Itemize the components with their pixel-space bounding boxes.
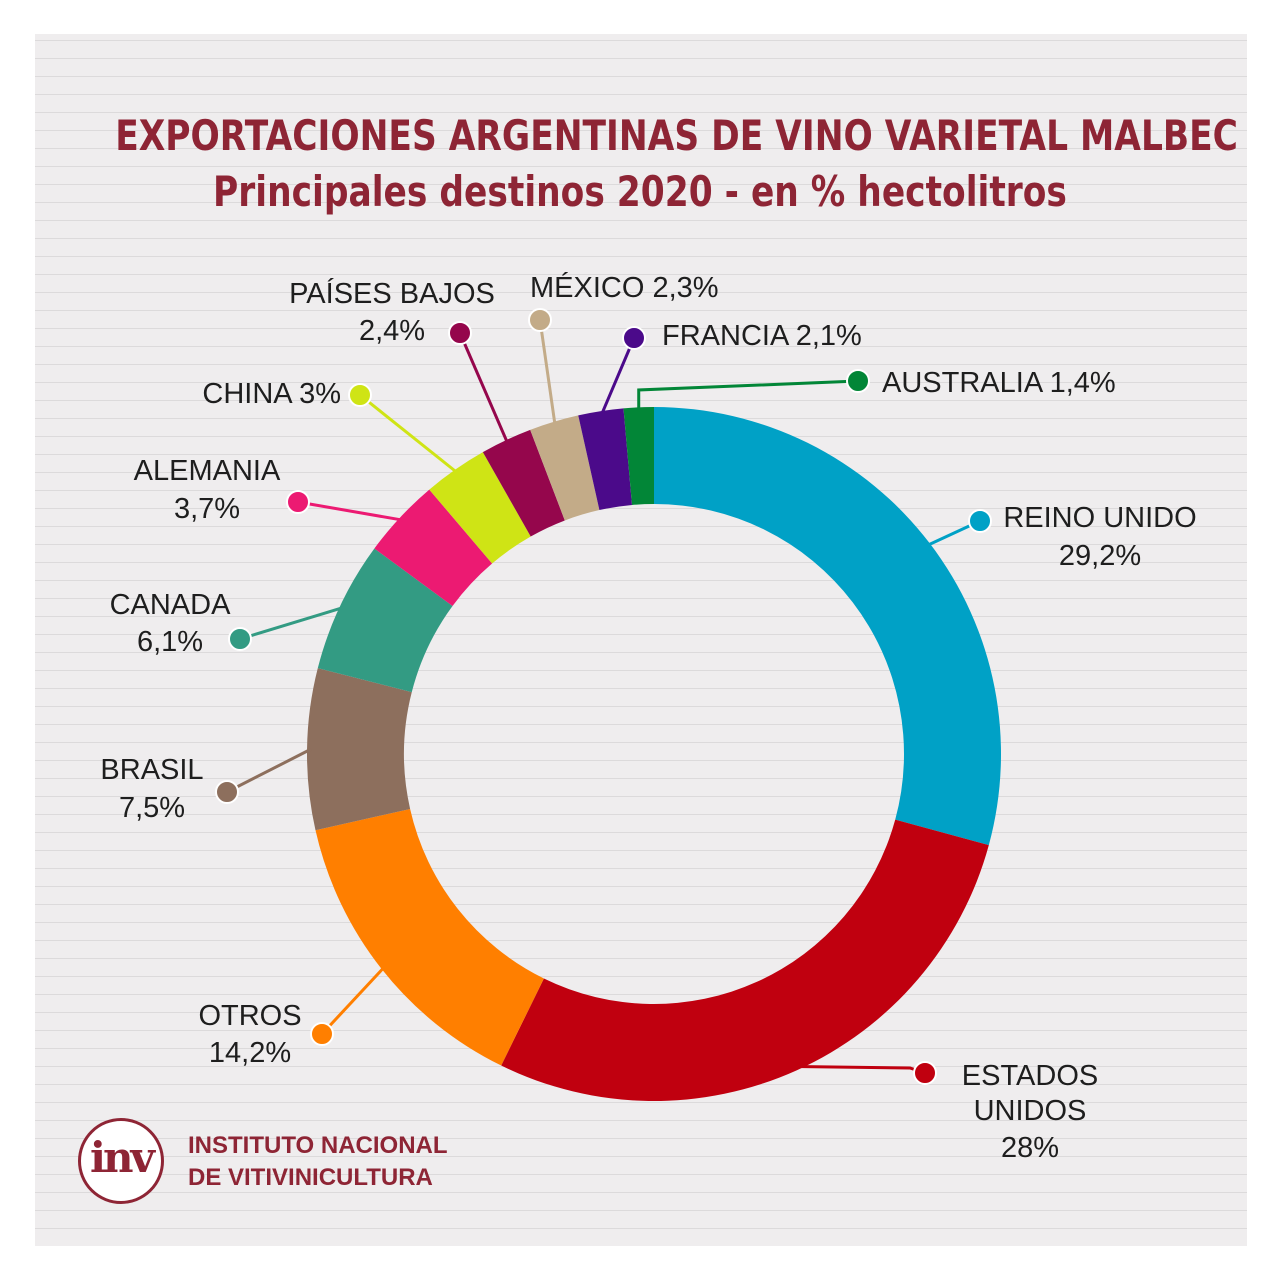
data-label-otros: 14,2% bbox=[209, 1037, 291, 1069]
category-label-alemania: ALEMANIA bbox=[134, 455, 281, 487]
category-label-otros: OTROS bbox=[198, 1000, 301, 1032]
label-dot-reino-unido bbox=[968, 509, 992, 533]
data-label-alemania: 3,7% bbox=[174, 493, 240, 525]
chart-background bbox=[35, 34, 1247, 1246]
slice-mexico bbox=[530, 415, 600, 521]
leader-line-brasil bbox=[226, 747, 312, 794]
chart-subtitle: Principales destinos 2020 - en % hectoli… bbox=[213, 167, 1067, 216]
slice-canada bbox=[317, 548, 453, 693]
slice-alemania bbox=[374, 489, 493, 606]
slice-australia bbox=[623, 407, 654, 505]
category-label-australia: AUSTRALIA 1,4% bbox=[882, 367, 1116, 399]
label-dot-china bbox=[348, 383, 372, 407]
label-dot-alemania bbox=[286, 490, 310, 514]
leader-line-australia bbox=[637, 379, 859, 412]
leader-line-canada bbox=[239, 605, 345, 641]
category-label-brasil: BRASIL bbox=[100, 754, 203, 786]
slice-reino-unido bbox=[654, 407, 1001, 846]
category-label-reino-unido: REINO UNIDO bbox=[1003, 502, 1196, 534]
inv-logo: inv INSTITUTO NACIONAL DE VITIVINICULTUR… bbox=[78, 1118, 478, 1218]
leader-line-otros bbox=[320, 965, 386, 1036]
data-label-reino-unido: 29,2% bbox=[1059, 540, 1141, 572]
label-dot-canada bbox=[228, 627, 252, 651]
category-label-estados-unidos-1: UNIDOS bbox=[974, 1095, 1087, 1127]
leader-line-mexico bbox=[538, 319, 557, 426]
leader-line-paises-bajos bbox=[458, 332, 510, 445]
donut-slices bbox=[307, 407, 1001, 1101]
category-label-mexico: MÉXICO 2,3% bbox=[530, 271, 719, 304]
leader-lines bbox=[215, 308, 992, 1085]
leader-line-francia bbox=[599, 337, 636, 416]
label-dot-paises-bajos bbox=[448, 321, 472, 345]
category-label-francia: FRANCIA 2,1% bbox=[662, 320, 862, 352]
label-dot-brasil bbox=[215, 780, 239, 804]
label-dot-australia bbox=[846, 369, 870, 393]
logo-line-1: INSTITUTO NACIONAL bbox=[188, 1132, 448, 1159]
slice-brasil bbox=[307, 668, 412, 831]
data-label-brasil: 7,5% bbox=[119, 792, 185, 824]
label-dot-mexico bbox=[528, 308, 552, 332]
leader-line-estados-unidos bbox=[795, 1065, 926, 1075]
category-label-china: CHINA 3% bbox=[202, 378, 341, 410]
slice-estados-unidos bbox=[501, 819, 989, 1101]
label-dot-estados-unidos bbox=[913, 1061, 937, 1085]
slice-francia bbox=[578, 408, 633, 511]
title-block: EXPORTACIONES ARGENTINAS DE VINO VARIETA… bbox=[0, 108, 1280, 220]
chart-title: EXPORTACIONES ARGENTINAS DE VINO VARIETA… bbox=[115, 111, 1238, 160]
slice-paises-bajos bbox=[482, 429, 565, 537]
leader-line-china bbox=[359, 393, 459, 475]
category-label-paises-bajos: PAÍSES BAJOS bbox=[289, 277, 495, 310]
logo-line-2: DE VITIVINICULTURA bbox=[188, 1164, 433, 1191]
slice-china bbox=[429, 452, 531, 564]
label-dot-francia bbox=[622, 326, 646, 350]
category-label-estados-unidos: ESTADOS bbox=[962, 1060, 1098, 1092]
category-label-canada: CANADA bbox=[110, 589, 232, 621]
data-label-estados-unidos: 28% bbox=[1001, 1132, 1059, 1164]
inv-logo-mark: inv bbox=[78, 1118, 164, 1204]
data-label-paises-bajos: 2,4% bbox=[359, 315, 425, 347]
leader-line-alemania bbox=[297, 500, 404, 522]
label-dot-otros bbox=[310, 1022, 334, 1046]
slice-otros bbox=[315, 808, 544, 1066]
data-label-canada: 6,1% bbox=[137, 626, 203, 658]
